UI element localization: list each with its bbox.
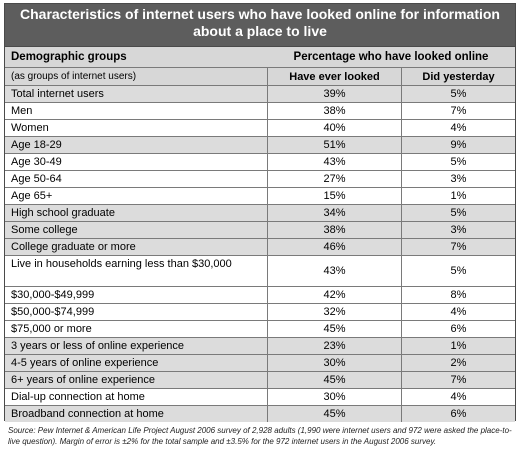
table-body: Total internet users 39% 5% Men 38% 7% Women 40… bbox=[5, 85, 515, 422]
row-ever-looked: 45% bbox=[267, 406, 401, 422]
row-label: Total internet users bbox=[11, 88, 104, 100]
table-row: High school graduate 34% 5% bbox=[5, 204, 515, 221]
table-row: Age 18-29 51% 9% bbox=[5, 136, 515, 153]
row-label: 4-5 years of online experience bbox=[11, 357, 159, 369]
table-frame: Characteristics of internet users who ha… bbox=[4, 3, 516, 422]
row-label: Age 30-49 bbox=[11, 156, 62, 168]
table-row: $50,000-$74,999 32% 4% bbox=[5, 303, 515, 320]
table-row: Age 30-49 43% 5% bbox=[5, 153, 515, 170]
row-ever-looked: 43% bbox=[267, 256, 401, 286]
row-did-yesterday: 7% bbox=[401, 103, 515, 119]
row-ever-looked: 38% bbox=[267, 222, 401, 238]
row-label: Age 50-64 bbox=[11, 173, 62, 185]
row-ever-looked: 15% bbox=[267, 188, 401, 204]
row-ever-looked: 30% bbox=[267, 389, 401, 405]
row-label: High school graduate bbox=[11, 207, 115, 219]
table-row: 4-5 years of online experience 30% 2% bbox=[5, 354, 515, 371]
row-ever-looked: 34% bbox=[267, 205, 401, 221]
row-label: 6+ years of online experience bbox=[11, 374, 156, 386]
row-did-yesterday: 9% bbox=[401, 137, 515, 153]
table-title: Characteristics of internet users who ha… bbox=[5, 4, 515, 46]
row-did-yesterday: 1% bbox=[401, 188, 515, 204]
row-label: Live in households earning less than $30… bbox=[11, 258, 232, 270]
row-label: College graduate or more bbox=[11, 241, 136, 253]
row-ever-looked: 45% bbox=[267, 372, 401, 388]
row-did-yesterday: 8% bbox=[401, 287, 515, 303]
table-row: 3 years or less of online experience 23% 1… bbox=[5, 337, 515, 354]
row-did-yesterday: 4% bbox=[401, 304, 515, 320]
table-row: $75,000 or more 45% 6% bbox=[5, 320, 515, 337]
row-label: Women bbox=[11, 122, 49, 134]
row-ever-looked: 46% bbox=[267, 239, 401, 255]
table-row: Men 38% 7% bbox=[5, 102, 515, 119]
row-label: $50,000-$74,999 bbox=[11, 306, 95, 318]
row-ever-looked: 27% bbox=[267, 171, 401, 187]
table-row: Some college 38% 3% bbox=[5, 221, 515, 238]
row-did-yesterday: 5% bbox=[401, 86, 515, 102]
table-row: $30,000-$49,999 42% 8% bbox=[5, 286, 515, 303]
row-did-yesterday: 2% bbox=[401, 355, 515, 371]
table-row: Live in households earning less than $30… bbox=[5, 255, 515, 286]
row-did-yesterday: 3% bbox=[401, 222, 515, 238]
row-did-yesterday: 7% bbox=[401, 372, 515, 388]
row-ever-looked: 51% bbox=[267, 137, 401, 153]
table-row: Women 40% 4% bbox=[5, 119, 515, 136]
header-percentage: Percentage who have looked online bbox=[293, 51, 489, 63]
title-line-1: Characteristics of internet users who ha… bbox=[20, 6, 500, 22]
row-ever-looked: 32% bbox=[267, 304, 401, 320]
header-groups-sub: (as groups of internet users) bbox=[11, 71, 137, 82]
source-note: Source: Pew Internet & American Life Pro… bbox=[8, 426, 512, 446]
table-header: Demographic groups Percentage who have l… bbox=[5, 46, 515, 85]
row-did-yesterday: 7% bbox=[401, 239, 515, 255]
row-label: Men bbox=[11, 105, 33, 117]
row-ever-looked: 39% bbox=[267, 86, 401, 102]
row-did-yesterday: 5% bbox=[401, 205, 515, 221]
row-label: Broadband connection at home bbox=[11, 408, 164, 420]
row-ever-looked: 42% bbox=[267, 287, 401, 303]
row-label: $75,000 or more bbox=[11, 323, 92, 335]
row-label: $30,000-$49,999 bbox=[11, 289, 95, 301]
header-did-yesterday: Did yesterday bbox=[401, 68, 515, 85]
row-did-yesterday: 6% bbox=[401, 321, 515, 337]
header-demographic-groups: Demographic groups bbox=[11, 51, 127, 63]
row-ever-looked: 23% bbox=[267, 338, 401, 354]
row-label: Age 65+ bbox=[11, 190, 53, 202]
header-ever-looked: Have ever looked bbox=[267, 68, 401, 85]
row-did-yesterday: 4% bbox=[401, 389, 515, 405]
row-label: Some college bbox=[11, 224, 78, 236]
row-ever-looked: 45% bbox=[267, 321, 401, 337]
row-label: 3 years or less of online experience bbox=[11, 340, 185, 352]
table-row: 6+ years of online experience 45% 7% bbox=[5, 371, 515, 388]
header-row-1: Demographic groups Percentage who have l… bbox=[5, 47, 515, 67]
table-row: College graduate or more 46% 7% bbox=[5, 238, 515, 255]
row-did-yesterday: 5% bbox=[401, 256, 515, 286]
row-did-yesterday: 3% bbox=[401, 171, 515, 187]
row-ever-looked: 43% bbox=[267, 154, 401, 170]
row-did-yesterday: 1% bbox=[401, 338, 515, 354]
row-did-yesterday: 4% bbox=[401, 120, 515, 136]
table-row: Dial-up connection at home 30% 4% bbox=[5, 388, 515, 405]
title-line-2: about a place to live bbox=[193, 23, 327, 39]
table-row: Broadband connection at home 45% 6% bbox=[5, 405, 515, 422]
row-label: Age 18-29 bbox=[11, 139, 62, 151]
row-ever-looked: 30% bbox=[267, 355, 401, 371]
row-ever-looked: 40% bbox=[267, 120, 401, 136]
header-row-2: (as groups of internet users) Have ever … bbox=[5, 67, 515, 85]
table-row: Total internet users 39% 5% bbox=[5, 85, 515, 102]
row-did-yesterday: 6% bbox=[401, 406, 515, 422]
row-did-yesterday: 5% bbox=[401, 154, 515, 170]
table-row: Age 50-64 27% 3% bbox=[5, 170, 515, 187]
row-label: Dial-up connection at home bbox=[11, 391, 145, 403]
row-ever-looked: 38% bbox=[267, 103, 401, 119]
table-row: Age 65+ 15% 1% bbox=[5, 187, 515, 204]
